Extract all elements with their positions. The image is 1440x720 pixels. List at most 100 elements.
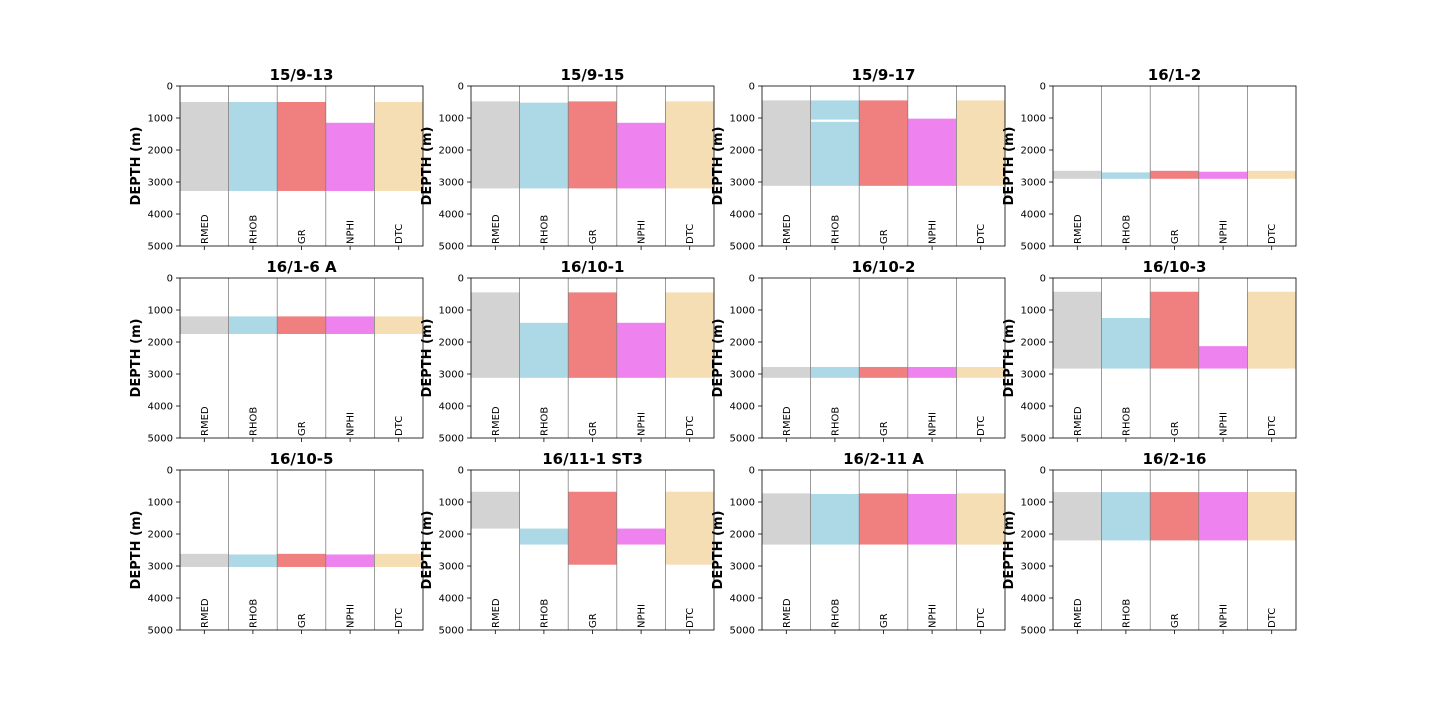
curve-label: RHOB [539, 407, 550, 436]
y-tick-label: 0 [749, 274, 755, 285]
coverage-bar [1053, 492, 1102, 541]
y-tick-label: 0 [458, 466, 464, 477]
plot-frame [761, 277, 1006, 439]
coverage-bar [859, 493, 908, 545]
y-tick-label: 1000 [730, 498, 755, 509]
coverage-bar [810, 366, 860, 378]
coverage-bar [374, 102, 423, 191]
y-tick-label: 3000 [1021, 178, 1046, 189]
y-tick-label: 3000 [730, 178, 755, 189]
coverage-bar [1150, 492, 1199, 541]
coverage-bar [471, 101, 520, 189]
y-tick-label: 0 [749, 82, 755, 93]
curve-label: NPHI [1219, 604, 1230, 628]
y-tick-label: 5000 [439, 434, 464, 445]
y-tick-label: 3000 [1021, 562, 1046, 573]
curve-label: NPHI [1219, 412, 1230, 436]
y-tick-label: 5000 [730, 242, 755, 253]
coverage-bar [325, 122, 375, 191]
coverage-bar [471, 292, 520, 378]
well-subplot: 0 1000 2000 3000 4000 5000 RMED RHOB GR NPHI DTC 15… [711, 66, 1006, 253]
y-tick-label: 0 [458, 274, 464, 285]
plot-frame [1052, 85, 1297, 247]
curve-label: DTC [1267, 608, 1278, 628]
well-title: 16/11-1 ST3 [542, 450, 643, 468]
y-axis-label: DEPTH (m) [129, 127, 144, 206]
coverage-bar [665, 101, 714, 189]
coverage-bar [180, 316, 229, 334]
coverage-bar [956, 100, 1005, 186]
curve-label: RHOB [539, 599, 550, 628]
y-tick-label: 2000 [148, 338, 173, 349]
curve-label: RHOB [1121, 599, 1132, 628]
coverage-bar [956, 366, 1005, 378]
curve-label: DTC [394, 416, 405, 436]
y-tick-label: 2000 [439, 338, 464, 349]
coverage-bar [471, 491, 520, 529]
y-tick-label: 1000 [730, 306, 755, 317]
y-axis-label: DEPTH (m) [711, 319, 726, 398]
coverage-bar [228, 316, 278, 334]
curve-label: RMED [1073, 598, 1084, 628]
curve-label: RMED [1073, 214, 1084, 244]
coverage-bar [907, 366, 957, 378]
y-tick-label: 1000 [1021, 114, 1046, 125]
coverage-bar [374, 553, 423, 567]
curve-label: RHOB [539, 215, 550, 244]
well-title: 16/10-5 [270, 450, 334, 468]
well-subplot: 0 1000 2000 3000 4000 5000 RMED RHOB GR NPHI DTC 16… [711, 258, 1006, 445]
y-tick-label: 5000 [1021, 242, 1046, 253]
curve-label: RMED [200, 406, 211, 436]
y-tick-label: 1000 [439, 498, 464, 509]
well-title: 16/2-16 [1143, 450, 1207, 468]
well-title: 16/10-2 [852, 258, 916, 276]
y-axis-label: DEPTH (m) [420, 511, 435, 590]
curve-label: DTC [394, 608, 405, 628]
curve-label: DTC [976, 608, 987, 628]
y-tick-label: 2000 [730, 338, 755, 349]
coverage-bar [568, 491, 617, 565]
well-subplot: 0 1000 2000 3000 4000 5000 RMED RHOB GR NPHI DTC 16… [420, 450, 715, 637]
y-axis-label: DEPTH (m) [420, 319, 435, 398]
y-tick-label: 5000 [439, 242, 464, 253]
curve-label: RMED [491, 214, 502, 244]
curve-label: DTC [685, 608, 696, 628]
well-title: 16/1-2 [1148, 66, 1201, 84]
coverage-bar [277, 102, 326, 191]
coverage-bar [519, 102, 569, 189]
coverage-bar [180, 102, 229, 191]
coverage-bar [665, 292, 714, 378]
curve-label: RHOB [830, 407, 841, 436]
y-tick-label: 5000 [148, 242, 173, 253]
y-axis-label: DEPTH (m) [1002, 127, 1017, 206]
y-tick-label: 4000 [148, 402, 173, 413]
curve-label: GR [588, 229, 599, 244]
curve-label: GR [879, 421, 890, 436]
y-tick-label: 2000 [730, 530, 755, 541]
curve-label: RHOB [1121, 407, 1132, 436]
y-axis-label: DEPTH (m) [1002, 511, 1017, 590]
curve-label: NPHI [1219, 220, 1230, 244]
curve-label: GR [297, 229, 308, 244]
curve-label: GR [1170, 613, 1181, 628]
curve-label: GR [1170, 421, 1181, 436]
y-tick-label: 3000 [148, 370, 173, 381]
y-tick-label: 2000 [1021, 338, 1046, 349]
coverage-bar [762, 493, 811, 545]
well-subplot: 0 1000 2000 3000 4000 5000 RMED RHOB GR NPHI DTC 16… [129, 258, 424, 445]
coverage-bar [519, 322, 569, 378]
y-tick-label: 4000 [439, 402, 464, 413]
coverage-bar [762, 366, 811, 378]
well-title: 15/9-17 [852, 66, 916, 84]
coverage-bar [1198, 492, 1248, 541]
y-tick-label: 1000 [148, 114, 173, 125]
curve-label: NPHI [346, 604, 357, 628]
coverage-bar [810, 494, 860, 545]
y-tick-label: 1000 [1021, 498, 1046, 509]
y-tick-label: 4000 [439, 594, 464, 605]
well-subplot: 0 1000 2000 3000 4000 5000 RMED RHOB GR NPHI DTC 16… [711, 450, 1006, 637]
curve-label: GR [588, 421, 599, 436]
curve-label: NPHI [928, 220, 939, 244]
y-tick-label: 0 [167, 466, 173, 477]
curve-label: NPHI [637, 604, 648, 628]
